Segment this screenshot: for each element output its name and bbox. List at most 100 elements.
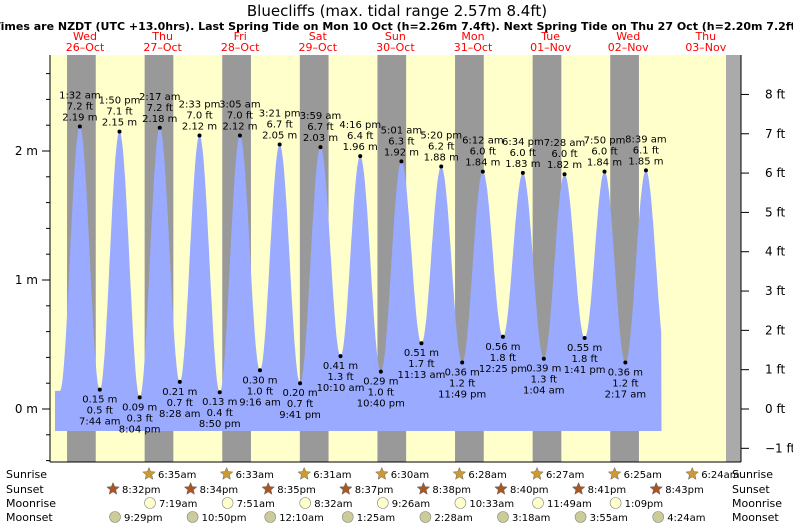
extreme-point [177,379,182,384]
extreme-label: 4:16 pm [339,120,381,131]
moonrise-moon-icon [532,497,544,509]
extreme-label: 6.0 ft [470,147,496,158]
extreme-point [378,369,383,374]
chart-end-band [726,55,741,462]
extreme-label: 0.7 ft [167,398,193,409]
extreme-label: 8:39 am [625,134,667,145]
moonset-moon-icon [264,511,277,523]
moonrise-time: 1:09pm [625,499,664,510]
extreme-label: 6.0 ft [551,149,577,160]
extreme-label: 7:28 am [544,138,586,149]
extreme-label: 1.0 ft [368,388,394,399]
moonset-moon-icon [109,511,121,523]
moonset-time: 2:28am [434,513,472,524]
row-label-right-moonrise: Moonrise [732,497,782,510]
extreme-label: 1.84 m [587,158,622,169]
extreme-label: 3:59 am [300,111,342,122]
extreme-label: 6.2 ft [428,141,454,152]
y-tick-label-m: 0 m [15,402,38,416]
sunrise-star-icon [685,466,700,480]
extreme-label: 1:04 am [523,386,565,397]
sun-moon-layer: Sunrise Sunrise 6:35am 6:33am 6:31am 6:30am 6:… [6,466,782,524]
extreme-label: 0.09 m [122,402,157,413]
extreme-point [419,341,424,346]
row-label-right-sunrise: Sunrise [732,468,773,481]
extreme-label: 1.7 ft [408,359,434,370]
extreme-label: 0.30 m [242,375,277,386]
extreme-label: 2.12 m [182,122,217,133]
day-label-dow: Fri [234,30,247,43]
y-tick-label-ft: 6 ft [765,166,785,180]
extreme-point [399,159,404,164]
day-label-date: 31–Oct [454,41,493,54]
row-label-left-sunrise: Sunrise [6,468,47,481]
sunrise-star-icon [452,466,467,480]
extreme-label: 11:13 am [398,370,446,381]
sunrise-star-icon [374,466,389,480]
sunset-star-icon [494,481,508,495]
extreme-label: 1.3 ft [327,372,353,383]
extreme-label: 1:50 pm [99,96,141,107]
extreme-point [541,356,546,361]
extreme-point [298,381,303,386]
extreme-point [582,336,587,341]
extreme-label: 1.88 m [424,152,459,163]
sunrise-star-icon [607,466,622,480]
sunset-star-icon [571,481,586,495]
tide-area-layer [55,126,662,431]
sunset-time: 8:38pm [432,485,471,496]
y-tick-label-ft: −1 ft [765,441,793,455]
extreme-label: 6.1 ft [633,145,659,156]
sunset-star-icon [338,481,353,495]
moonrise-time: 10:33am [469,499,514,510]
extreme-label: 8:28 am [159,409,201,420]
sunrise-time: 6:28am [468,470,506,481]
chart-title: Bluecliffs (max. tidal range 2.57m 8.4ft… [247,2,547,20]
y-tick-label-ft: 4 ft [765,245,785,259]
y-tick-label-ft: 8 ft [765,87,785,101]
moonrise-moon-icon [299,497,312,509]
extreme-label: 0.20 m [282,388,317,399]
extreme-label: 7:50 pm [584,136,626,147]
extreme-label: 2:33 pm [179,100,221,111]
day-label-date: 02–Nov [608,41,649,54]
moonset-moon-icon [186,511,199,523]
extreme-label: 1.0 ft [247,386,273,397]
extreme-label: 1.2 ft [449,379,475,390]
moonset-time: 4:24am [667,513,705,524]
sunrise-time: 6:33am [236,470,274,481]
extreme-label: 2.12 m [222,122,257,133]
day-label-dow: Thu [694,30,716,43]
extreme-label: 1.8 ft [490,353,516,364]
y-tick-label-ft: 5 ft [765,205,785,219]
extreme-label: 6:12 am [462,136,504,147]
sunset-time: 8:37pm [355,485,394,496]
extreme-label: 0.15 m [82,395,117,406]
extreme-label: 0.7 ft [287,399,313,410]
extreme-point [358,154,363,159]
y-tick-label-m: 2 m [15,144,38,158]
day-label-dow: Sun [385,30,406,43]
sunset-time: 8:35pm [277,485,316,496]
extreme-point [562,172,567,177]
extreme-label: 10:10 am [317,383,365,394]
extreme-label: 1.84 m [465,158,500,169]
sunrise-time: 6:25am [624,470,662,481]
sunset-star-icon [649,481,664,495]
chart-subtitle: Times are NZDT (UTC +13.0hrs). Last Spri… [0,20,793,33]
extreme-label: 2:17 am [605,390,647,401]
extreme-label: 1.85 m [628,156,663,167]
extreme-label: 2:17 am [139,92,181,103]
extreme-label: 12:25 pm [479,364,527,375]
extreme-label: 1.3 ft [531,375,557,386]
extreme-label: 2.15 m [102,118,137,129]
extreme-point [277,142,282,147]
moonrise-moon-icon [144,497,156,509]
extreme-label: 1.2 ft [612,379,638,390]
moonset-time: 12:10am [279,513,324,524]
day-label-dow: Mon [461,30,484,43]
extreme-point [137,395,142,400]
extreme-label: 1.92 m [384,147,419,158]
extreme-point [197,133,202,138]
extreme-point [643,168,648,173]
